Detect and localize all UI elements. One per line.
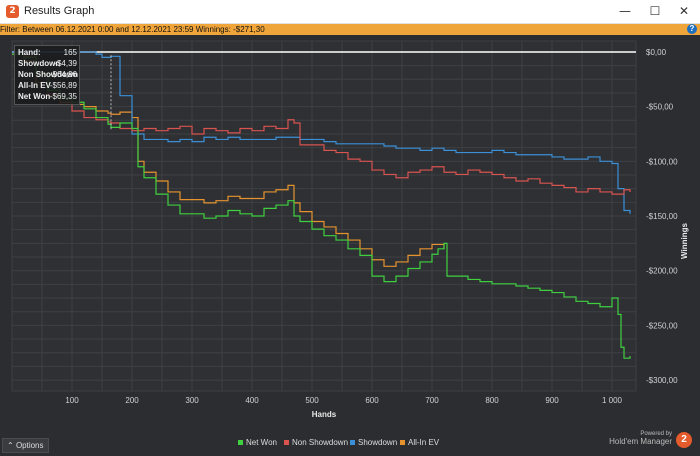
winnings-label: Winnings:	[193, 25, 234, 34]
series-line-net-won	[12, 53, 631, 359]
x-tick-label: 100	[65, 396, 79, 405]
bottom-bar: ⌃ Options	[0, 436, 700, 456]
legend-item-all-in-ev[interactable]: All-In EV	[400, 438, 439, 447]
close-button[interactable]: ✕	[678, 4, 690, 18]
tooltip-row-all-in-ev: All-In EV -$56,89	[18, 81, 77, 90]
series-line-non-showdown	[12, 53, 631, 195]
options-label: Options	[15, 441, 44, 450]
filter-range: Between 06.12.2021 0:00 and 12.12.2021 2…	[22, 25, 194, 34]
filter-bar: Filter: Between 06.12.2021 0:00 and 12.1…	[0, 24, 700, 35]
chart-svg: 100 200 300 400 500 600 700 800 900 1 000 $0,00 -$5…	[11, 40, 689, 419]
powered-by-label: Powered by	[640, 431, 672, 437]
powered-by: Powered by Hold'em Manager	[609, 431, 672, 446]
x-tick-label: 800	[485, 396, 499, 405]
legend-swatch	[400, 440, 405, 446]
chevron-up-icon: ⌃	[7, 441, 14, 450]
y-axis-label: Winnings	[680, 222, 689, 258]
app-logo-icon: 2	[6, 5, 19, 18]
x-tick-label: 500	[305, 396, 319, 405]
series-line-all-in-ev	[12, 53, 445, 267]
tooltip-row-hand: Hand: 165	[18, 48, 77, 57]
x-axis-label: Hands	[312, 410, 337, 419]
y-tick-label: $0,00	[646, 48, 667, 57]
tooltip-row-non-showdown: Non Showdown -$64,96	[18, 70, 78, 79]
y-tick-label: -$100,00	[646, 157, 678, 166]
series-line-showdown	[12, 51, 631, 214]
legend-swatch	[284, 440, 289, 446]
legend-item-showdown[interactable]: Showdown	[350, 438, 397, 447]
results-chart: 100 200 300 400 500 600 700 800 900 1 000 $0,00 -$5…	[0, 35, 700, 436]
legend-swatch	[350, 440, 355, 446]
x-tick-label: 900	[545, 396, 559, 405]
y-tick-label: -$200,00	[646, 267, 678, 276]
y-tick-label: -$250,00	[646, 321, 678, 330]
x-tick-label: 300	[185, 396, 199, 405]
y-tick-label: -$50,00	[646, 103, 674, 112]
x-tick-label: 700	[425, 396, 439, 405]
winnings-value: -$271,30	[233, 25, 265, 34]
x-tick-label: 1 000	[602, 396, 623, 405]
y-tick-label: -$300,00	[646, 376, 678, 385]
options-button[interactable]: ⌃ Options	[2, 438, 49, 453]
help-icon[interactable]: ?	[687, 24, 697, 34]
x-tick-label: 400	[245, 396, 259, 405]
legend-item-non-showdown[interactable]: Non Showdown	[284, 438, 348, 447]
hover-tooltip: Hand: 165 Showdown -$4,39 Non Showdown -$64…	[14, 45, 80, 105]
title-bar: 2 Results Graph — ☐ ✕	[0, 0, 700, 24]
x-tick-label: 600	[365, 396, 379, 405]
minimize-button[interactable]: —	[619, 4, 631, 18]
tooltip-row-net-won: Net Won -$69,35	[18, 92, 77, 101]
hm2-logo-icon: 2	[676, 432, 692, 448]
y-tick-label: -$150,00	[646, 212, 678, 221]
legend-item-net-won[interactable]: Net Won	[238, 438, 277, 447]
brand-name: Hold'em Manager	[609, 437, 672, 446]
x-tick-label: 200	[125, 396, 139, 405]
tooltip-row-showdown: Showdown -$4,39	[18, 59, 77, 68]
maximize-button[interactable]: ☐	[649, 4, 661, 18]
filter-prefix: Filter:	[0, 25, 23, 34]
legend-swatch	[238, 440, 243, 446]
window-title: Results Graph	[24, 5, 95, 17]
